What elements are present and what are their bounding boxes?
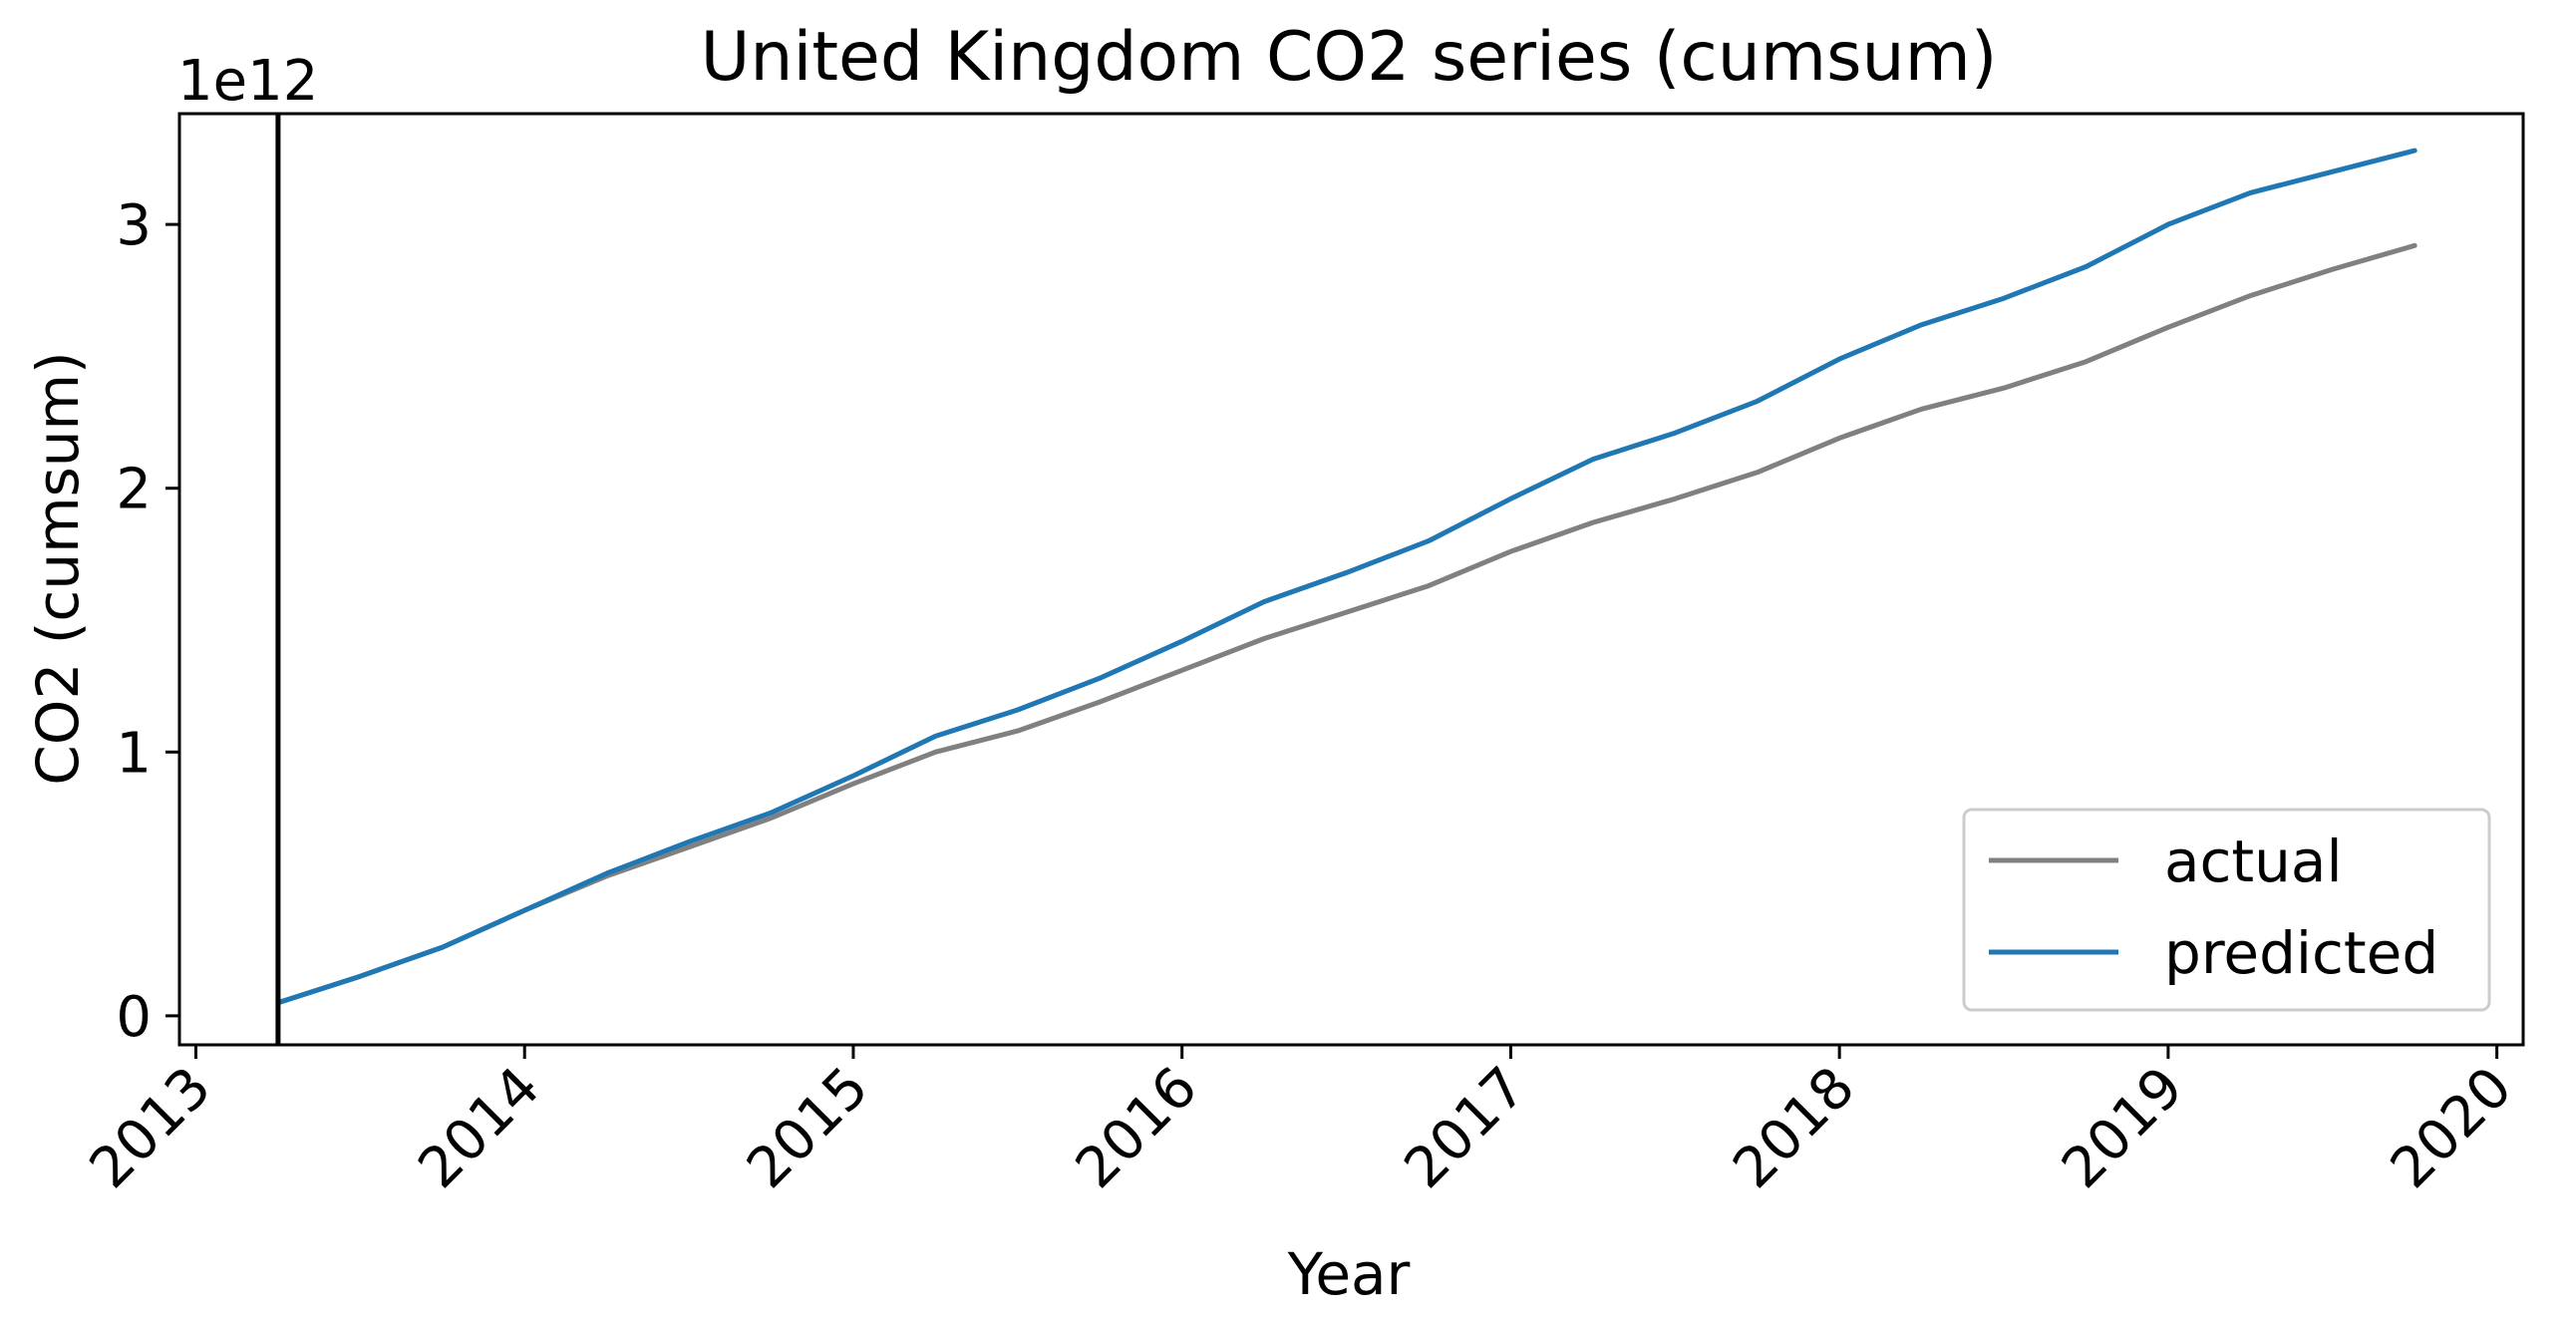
legend-label-actual: actual: [2164, 827, 2343, 895]
y-tick-label: 2: [116, 458, 152, 522]
series-line-actual: [275, 242, 2417, 1006]
y-tick-label: 0: [116, 985, 152, 1050]
legend-label-predicted: predicted: [2164, 919, 2438, 987]
series-line-predicted: [275, 148, 2417, 1006]
y-offset-label: 1e12: [177, 49, 318, 114]
plot-frame: [177, 112, 2525, 1047]
series-lines: [275, 148, 2417, 1006]
x-axis-label: Year: [1287, 1240, 1411, 1308]
chart-title: United Kingdom CO2 series (cumsum): [701, 18, 1998, 97]
y-tick-label: 1: [116, 721, 152, 786]
legend: actual predicted: [1962, 808, 2491, 1012]
y-axis-label: CO2 (cumsum): [24, 351, 92, 785]
y-tick-label: 3: [116, 193, 152, 258]
